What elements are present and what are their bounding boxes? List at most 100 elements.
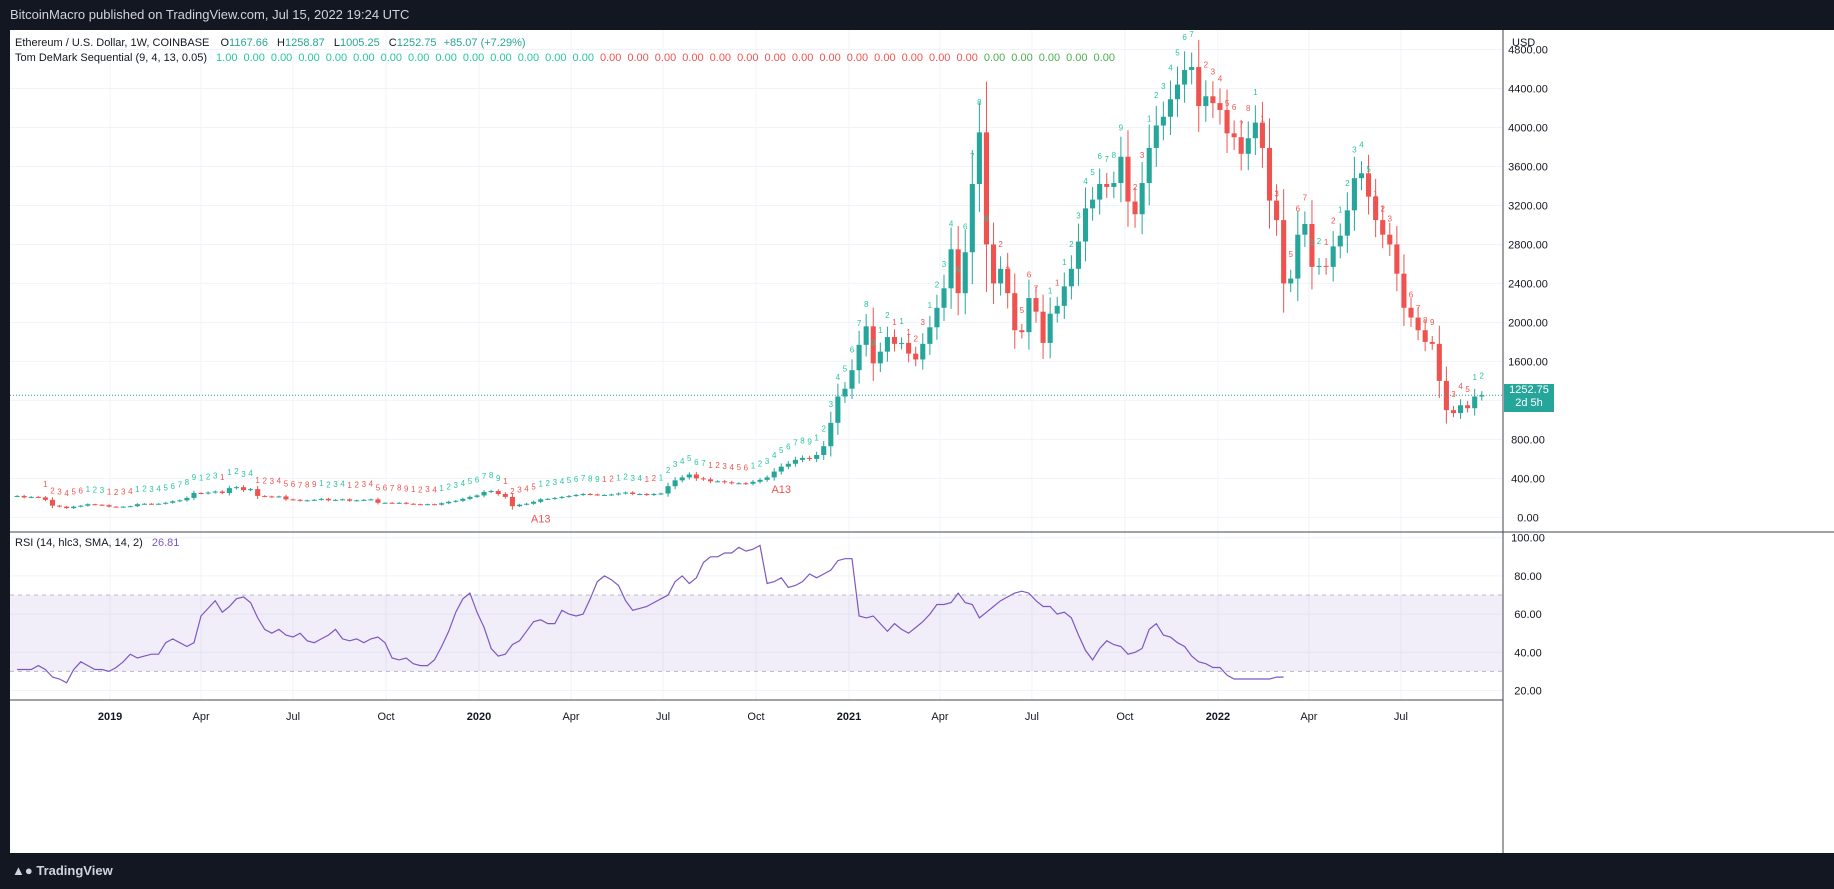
candle-body bbox=[403, 502, 409, 504]
candle bbox=[509, 493, 515, 510]
candle-body bbox=[552, 497, 558, 499]
time-axis[interactable]: 2019 Apr Jul Oct 2020 Apr Jul Oct 2021 Apr Jul Oct 2… bbox=[98, 711, 1408, 723]
legend-indicator-value: 0.00 bbox=[600, 52, 621, 64]
candle bbox=[644, 492, 650, 496]
candle bbox=[106, 504, 112, 508]
candle-body bbox=[566, 495, 572, 497]
candle bbox=[531, 500, 537, 505]
candle bbox=[233, 485, 239, 490]
candle bbox=[1160, 101, 1166, 141]
candle bbox=[899, 337, 905, 350]
td-setup-count: 4 bbox=[369, 480, 374, 489]
candle bbox=[608, 493, 614, 496]
candle bbox=[856, 330, 862, 384]
price-tick-label: 2000.00 bbox=[1508, 317, 1548, 329]
td-setup-count: 2 bbox=[114, 488, 119, 497]
candle-body bbox=[318, 498, 324, 500]
candle-body bbox=[368, 499, 374, 501]
tradingview-logo[interactable]: ▲● TradingView bbox=[12, 863, 113, 878]
td-setup-count: 8 bbox=[800, 437, 805, 446]
td-setup-count: 3 bbox=[517, 485, 522, 494]
price-badge-bg bbox=[1504, 384, 1554, 412]
candle-body bbox=[799, 457, 806, 460]
candle-body bbox=[361, 499, 367, 501]
candle-body bbox=[707, 479, 714, 482]
time-tick-label: Apr bbox=[931, 711, 948, 723]
candle bbox=[1252, 105, 1258, 156]
candle-body bbox=[1174, 84, 1181, 100]
candle bbox=[516, 503, 523, 508]
legend-indicator-value: 0.00 bbox=[956, 52, 977, 64]
candle-body bbox=[1344, 210, 1350, 236]
candle bbox=[623, 491, 629, 495]
candle bbox=[1337, 223, 1343, 259]
candle-body bbox=[1182, 69, 1188, 85]
legend-indicator-value: 0.00 bbox=[929, 52, 950, 64]
td-setup-count: 3 bbox=[1451, 390, 1456, 399]
candle bbox=[28, 496, 34, 499]
legend-indicator-value: 0.00 bbox=[1011, 52, 1032, 64]
td-setup-count: 2 bbox=[609, 475, 614, 484]
price-badge: 1252.75 2d 5h bbox=[1504, 384, 1554, 412]
candle bbox=[1422, 320, 1428, 352]
candle bbox=[99, 504, 105, 506]
candle-body bbox=[1005, 268, 1011, 294]
chart-frame[interactable]: 0.00400.00800.001200.001600.002000.00240… bbox=[10, 21, 1834, 853]
candle bbox=[665, 482, 671, 497]
candle bbox=[686, 472, 692, 480]
td-setup-count: 3 bbox=[213, 472, 218, 481]
rsi-tick-label: 60.00 bbox=[1514, 609, 1542, 621]
candle-body bbox=[453, 500, 459, 502]
price-axis[interactable]: 0.00400.00800.001200.001600.002000.00240… bbox=[1508, 44, 1548, 697]
candle-body bbox=[750, 481, 756, 484]
candle-body bbox=[1012, 293, 1018, 331]
td-setup-count: 2 bbox=[666, 466, 671, 475]
candle bbox=[92, 503, 98, 506]
candle-body bbox=[948, 249, 954, 289]
td-setup-count: 1 bbox=[616, 474, 621, 483]
candle bbox=[1274, 184, 1280, 236]
td-setup-count: 6 bbox=[1232, 103, 1237, 112]
td-setup-count: 6 bbox=[1182, 33, 1187, 42]
candle bbox=[375, 497, 381, 505]
td-setup-count: 1 bbox=[1472, 373, 1477, 382]
td-setup-count: 2 bbox=[1069, 240, 1074, 249]
candle bbox=[474, 494, 480, 499]
td-setup-count: 5 bbox=[843, 365, 848, 374]
td-setup-count: 9 bbox=[595, 475, 600, 484]
td-setup-count: 2 bbox=[418, 485, 423, 494]
candle-body bbox=[1373, 196, 1379, 221]
td-setup-count: 5 bbox=[1288, 250, 1293, 259]
td-setup-count: 1 bbox=[928, 301, 933, 310]
td-setup-count: 1 bbox=[135, 485, 140, 494]
td-setup-count: 8 bbox=[588, 475, 593, 484]
candle-body bbox=[1401, 273, 1407, 308]
td-setup-count: 2 bbox=[206, 473, 211, 482]
candle-body bbox=[828, 422, 834, 447]
candle-body bbox=[325, 498, 331, 501]
candle-body bbox=[792, 459, 798, 464]
candle bbox=[488, 489, 494, 494]
candle-body bbox=[679, 477, 685, 481]
candle-body bbox=[1429, 341, 1435, 344]
td-setup-count: 9 bbox=[1119, 123, 1124, 132]
candle-body bbox=[849, 370, 855, 389]
candle-body bbox=[1266, 147, 1273, 201]
candle-body bbox=[559, 496, 565, 498]
legend-open: 1167.66 bbox=[229, 37, 268, 49]
candle-body bbox=[934, 307, 940, 328]
candle bbox=[481, 490, 487, 498]
td-setup-count: 2 bbox=[546, 479, 551, 488]
candle-body bbox=[969, 184, 975, 253]
candle bbox=[707, 477, 714, 484]
candle-body bbox=[1217, 103, 1223, 110]
rsi-series bbox=[17, 544, 1284, 684]
legend-indicator-value: 0.00 bbox=[984, 52, 1005, 64]
td-setup-count: 5 bbox=[284, 480, 289, 489]
candle-body bbox=[340, 499, 346, 501]
chart-canvas[interactable]: 0.00400.00800.001200.001600.002000.00240… bbox=[10, 21, 1834, 853]
candle bbox=[1330, 231, 1336, 282]
td-setup-count: 4 bbox=[1281, 255, 1286, 264]
candle-body bbox=[573, 494, 579, 496]
legend-indicator-value: 0.00 bbox=[545, 52, 566, 64]
